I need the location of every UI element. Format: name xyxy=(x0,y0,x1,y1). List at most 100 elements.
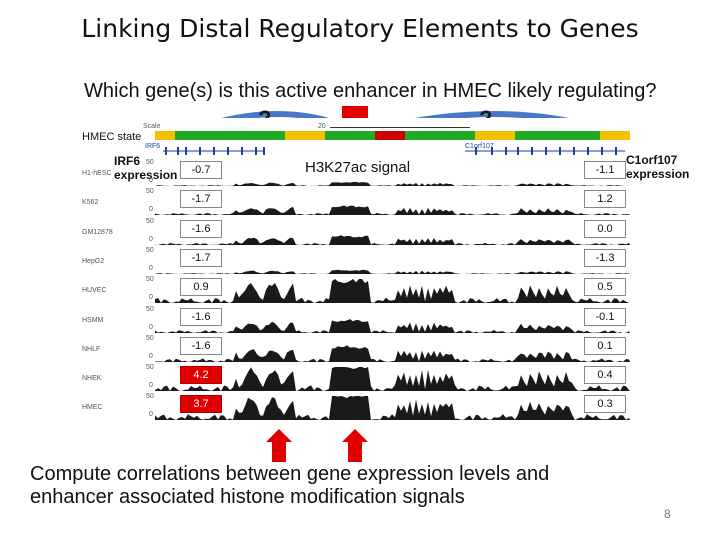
exon-tick xyxy=(601,147,603,155)
footer-text: Compute correlations between gene expres… xyxy=(30,463,549,509)
hmec-state-label: HMEC state xyxy=(82,131,142,143)
track-name: HepG2 xyxy=(82,257,105,265)
state-segment xyxy=(325,131,375,140)
track-name: NHEK xyxy=(82,375,102,383)
right-gene-label-1: C1orf107 xyxy=(626,153,678,167)
track-axis-bottom: 0 xyxy=(149,235,153,243)
gene-right-track-label: C1orf107 xyxy=(465,143,494,150)
track-axis-top: 50 xyxy=(146,364,154,372)
bottom-arrows xyxy=(266,429,368,462)
right-expression-value: 1.2 xyxy=(584,190,626,209)
signal-track xyxy=(155,318,630,333)
exon-tick xyxy=(185,147,187,155)
question-text: Which gene(s) is this active enhancer in… xyxy=(84,80,657,102)
bottom-left-arrowhead xyxy=(266,429,292,442)
exon-tick xyxy=(213,147,215,155)
right-expression-value: 0.4 xyxy=(584,366,626,385)
track-axis-bottom: 0 xyxy=(149,177,153,184)
footer-line-1: Compute correlations between gene expres… xyxy=(30,463,550,485)
left-expression-value: -1.6 xyxy=(180,219,222,238)
right-expression-value: 0.0 xyxy=(584,219,626,238)
left-expression-value: 3.7 xyxy=(180,395,222,414)
bottom-right-arrowhead xyxy=(342,429,368,442)
right-expression-value: -1.3 xyxy=(584,248,626,267)
exon-tick xyxy=(573,147,575,155)
right-expression-value: -0.1 xyxy=(584,307,626,326)
state-segment xyxy=(405,131,475,140)
track-name: HSMM xyxy=(82,316,104,324)
track-axis-bottom: 0 xyxy=(149,294,153,302)
scale-label: Scale xyxy=(143,123,161,130)
track-axis-bottom: 0 xyxy=(149,206,153,214)
signal-track xyxy=(155,279,630,304)
hmec-state-bar xyxy=(155,131,630,140)
bottom-left-arrow-body xyxy=(272,440,286,462)
track-axis-top: 50 xyxy=(146,276,154,284)
track-name: GM12878 xyxy=(82,228,113,236)
track-axis-bottom: 0 xyxy=(149,352,153,360)
state-segment xyxy=(285,131,325,140)
signal-peaks xyxy=(155,205,630,216)
exon-tick xyxy=(517,147,519,155)
left-expression-value: -1.7 xyxy=(180,248,222,267)
exon-tick xyxy=(615,147,617,155)
track-axis-top: 50 xyxy=(146,188,154,196)
slide-title: Linking Distal Regulatory Elements to Ge… xyxy=(81,14,639,43)
track-axis-top: 50 xyxy=(146,246,154,254)
exon-tick xyxy=(491,147,493,155)
signal-peaks xyxy=(155,345,630,362)
track-axis-bottom: 0 xyxy=(149,323,153,331)
exon-tick xyxy=(177,147,179,155)
exon-tick xyxy=(263,147,265,155)
exon-tick xyxy=(545,147,547,155)
left-expression-value: -1.7 xyxy=(180,190,222,209)
signal-label: H3K27ac signal xyxy=(305,159,411,176)
state-segment xyxy=(175,131,285,140)
gene-left-track-label: IRF6 xyxy=(145,143,161,150)
exon-tick xyxy=(199,147,201,155)
left-expression-value: -1.6 xyxy=(180,336,222,355)
left-expression-value: -1.6 xyxy=(180,307,222,326)
signal-peaks xyxy=(155,269,630,274)
state-segment xyxy=(375,131,405,140)
track-name: K562 xyxy=(82,199,99,207)
track-axis-top: 50 xyxy=(146,393,154,401)
track-name: HMEC xyxy=(82,404,103,412)
signal-track xyxy=(155,205,630,216)
track-name: NHLF xyxy=(82,345,101,353)
signal-track xyxy=(155,345,630,362)
left-expression-value: 4.2 xyxy=(180,366,222,385)
page-number: 8 xyxy=(664,507,671,521)
signal-peaks xyxy=(155,234,630,245)
track-axis-bottom: 0 xyxy=(149,411,153,419)
state-segment xyxy=(155,131,175,140)
signal-peaks xyxy=(155,279,630,304)
track-axis-bottom: 0 xyxy=(149,264,153,272)
exon-tick xyxy=(255,147,257,155)
signal-peaks xyxy=(155,318,630,333)
right-gene-label-2: expression xyxy=(626,167,690,181)
signal-peaks xyxy=(155,367,630,392)
exon-tick xyxy=(505,147,507,155)
right-expression-value: 0.5 xyxy=(584,278,626,297)
state-segment xyxy=(600,131,630,140)
track-axis-top: 50 xyxy=(146,305,154,313)
signal-peaks xyxy=(155,396,630,421)
track-axis-top: 50 xyxy=(146,217,154,225)
left-gene-label-2: expression xyxy=(114,168,178,182)
scale-bar xyxy=(330,127,470,128)
gene-models xyxy=(163,147,625,155)
track-name: H1-hESC xyxy=(82,170,112,177)
track-axis-top: 50 xyxy=(146,334,154,342)
track-name: HUVEC xyxy=(82,287,107,295)
signal-track xyxy=(155,181,630,186)
signal-track xyxy=(155,396,630,421)
state-segment xyxy=(475,131,515,140)
exon-tick xyxy=(165,147,167,155)
signal-track xyxy=(155,269,630,274)
exon-tick xyxy=(475,147,477,155)
signal-track xyxy=(155,367,630,392)
left-expression-value: -0.7 xyxy=(180,161,222,179)
left-expression-value: 0.9 xyxy=(180,278,222,297)
exon-ticks xyxy=(165,147,617,155)
